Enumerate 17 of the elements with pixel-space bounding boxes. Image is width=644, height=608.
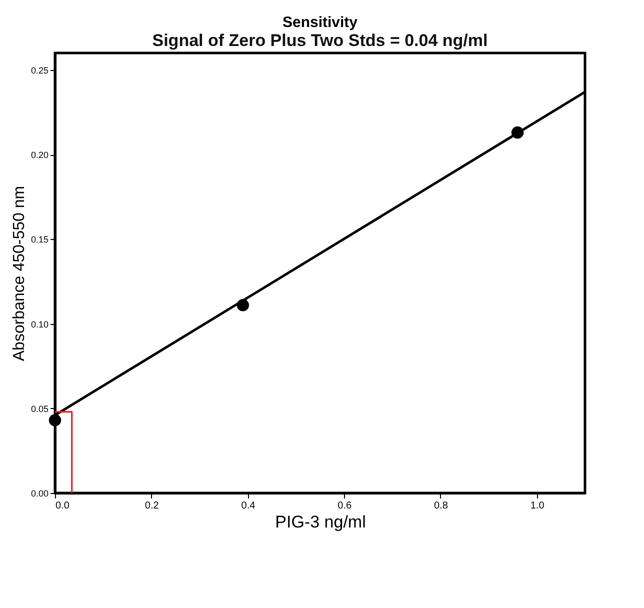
chart-subtitle: Signal of Zero Plus Two Stds = 0.04 ng/ml	[152, 31, 488, 50]
x-tick-label: 0.8	[434, 500, 448, 512]
point	[48, 414, 62, 426]
x-tick-label: 1.0	[530, 500, 545, 512]
y-tick-label: 0.00	[30, 488, 48, 498]
y-tick-label: 0.20	[30, 150, 48, 160]
x-tick-label: 0.0	[56, 500, 70, 512]
y-tick-label: 0.25	[30, 65, 48, 76]
x-axis-title: PIG-3 ng/ml	[275, 512, 366, 532]
x-tick-label: 0.2	[144, 500, 160, 512]
x-tick-label: 0.6	[338, 500, 352, 512]
y-tick-label: 0.05	[30, 404, 48, 414]
chart-title: Sensitivity	[282, 14, 358, 31]
x-tick-label: 0.4	[241, 500, 256, 512]
y-tick-label: 0.15	[30, 234, 48, 245]
y-axis-title: Absorbance 450-550 nm	[10, 186, 28, 362]
y-tick-label: 0.10	[30, 319, 48, 330]
